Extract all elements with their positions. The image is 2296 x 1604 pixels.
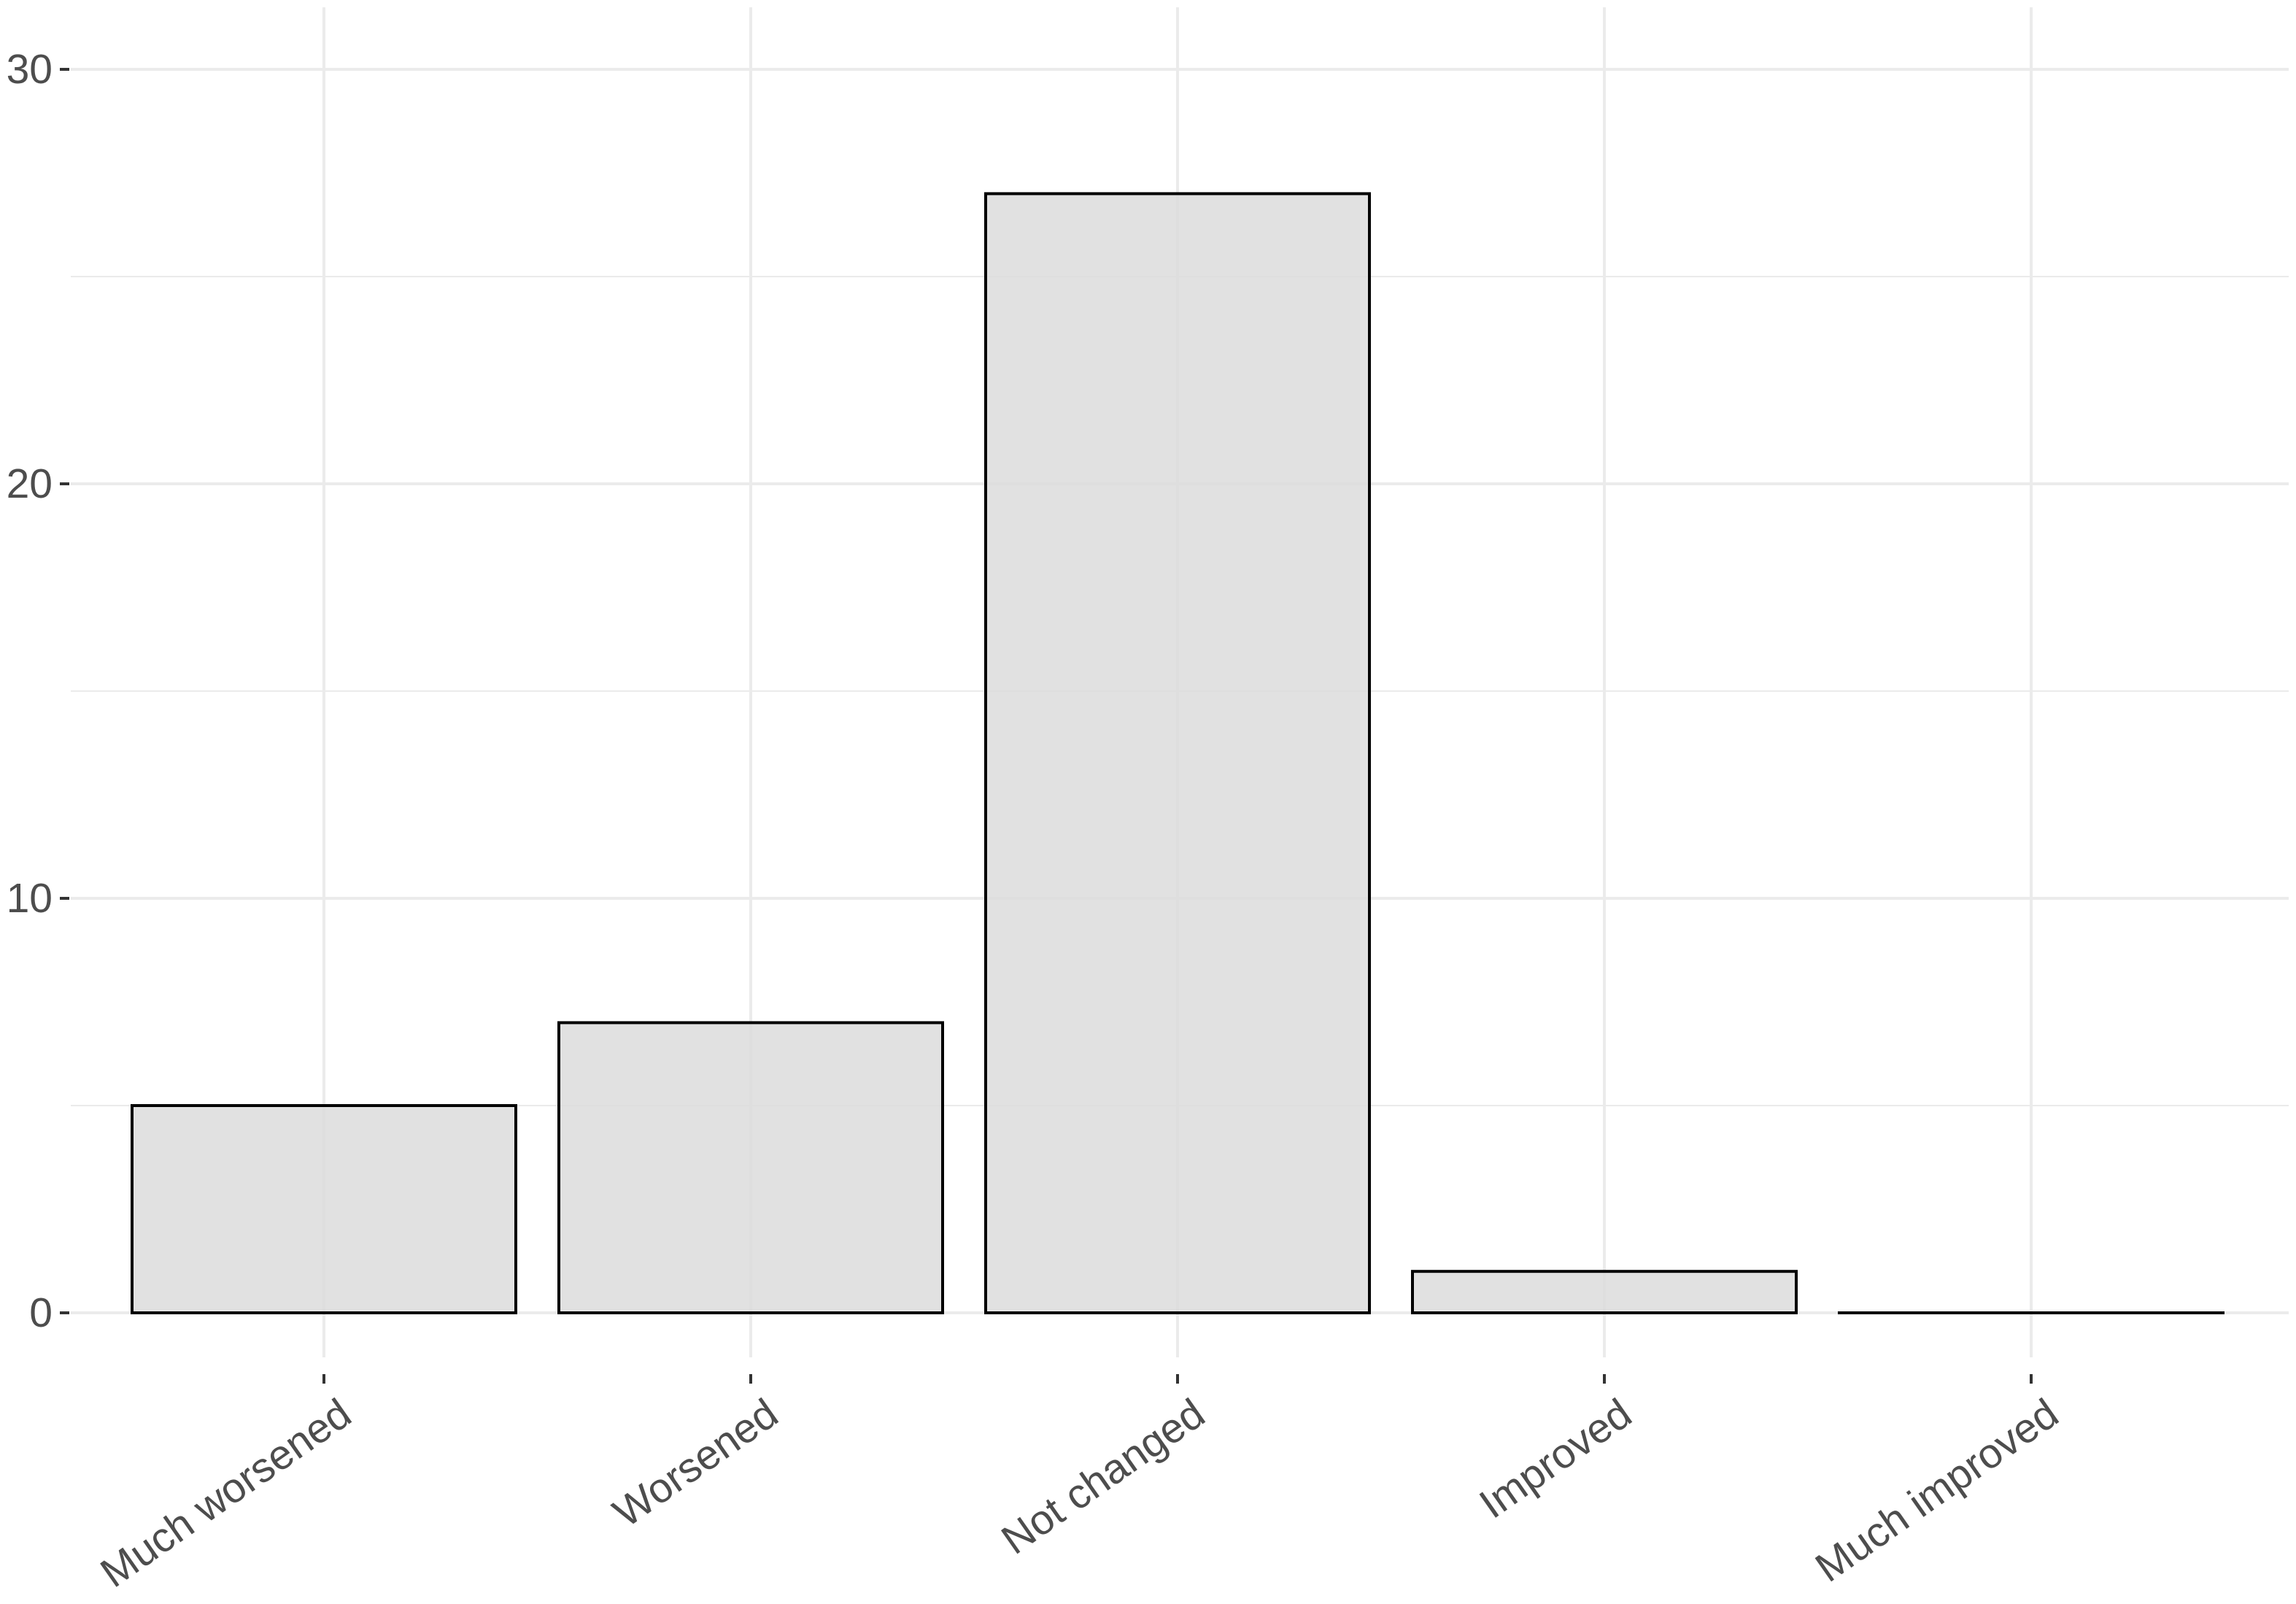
y-tick-label: 20 <box>7 460 53 507</box>
y-tick-label: 30 <box>7 46 53 93</box>
bar <box>132 1106 516 1313</box>
bar <box>986 193 1369 1313</box>
bar <box>1412 1271 1796 1313</box>
y-tick-label: 0 <box>29 1289 53 1336</box>
bar <box>559 1022 943 1313</box>
y-tick-label: 10 <box>7 875 53 922</box>
